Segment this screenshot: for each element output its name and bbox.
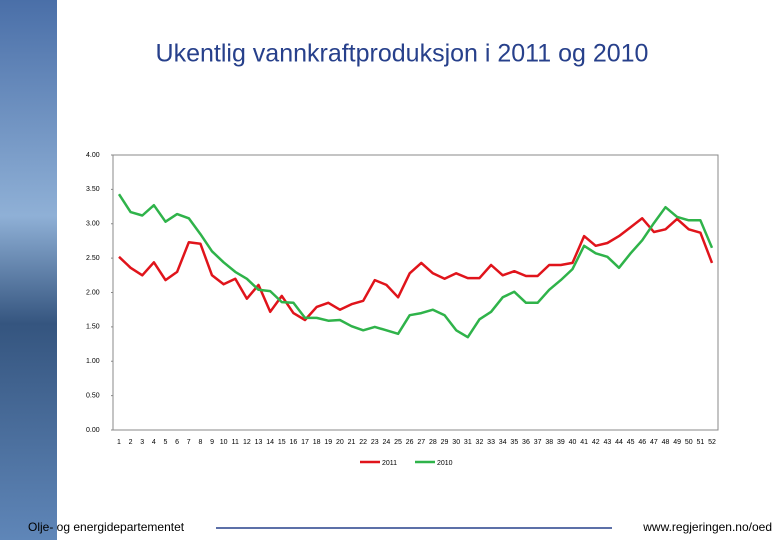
y-tick-label: 0.50	[86, 392, 100, 399]
x-tick-label: 20	[336, 439, 344, 446]
x-tick-label: 28	[429, 439, 437, 446]
x-tick-label: 17	[301, 439, 309, 446]
x-tick-label: 8	[198, 439, 202, 446]
series-line	[117, 193, 714, 339]
y-tick-label: 3.50	[86, 186, 100, 193]
chart-title: Ukentlig vannkraftproduksjon i 2011 og 2…	[156, 40, 649, 68]
y-tick-label: 4.00	[86, 152, 100, 159]
x-tick-label: 16	[290, 439, 298, 446]
x-tick-label: 51	[696, 439, 704, 446]
x-tick-label: 33	[487, 439, 495, 446]
x-tick-label: 39	[557, 439, 565, 446]
y-tick-label: 2.50	[86, 255, 100, 262]
x-tick-label: 25	[394, 439, 402, 446]
x-tick-label: 23	[371, 439, 379, 446]
x-tick-label: 40	[569, 439, 577, 446]
x-tick-label: 38	[545, 439, 553, 446]
series-line	[118, 217, 714, 322]
x-tick-label: 6	[175, 439, 179, 446]
x-tick-label: 52	[708, 439, 716, 446]
x-tick-label: 18	[313, 439, 321, 446]
legend-label: 2011	[382, 460, 397, 467]
x-tick-label: 10	[220, 439, 228, 446]
x-tick-label: 36	[522, 439, 530, 446]
x-tick-label: 42	[592, 439, 600, 446]
x-tick-label: 1	[117, 439, 121, 446]
x-tick-label: 30	[452, 439, 460, 446]
x-tick-label: 34	[499, 439, 507, 446]
x-tick-label: 24	[383, 439, 391, 446]
x-tick-label: 47	[650, 439, 658, 446]
footer-left: Olje- og energidepartementet	[28, 520, 185, 534]
x-tick-label: 11	[232, 439, 239, 446]
x-tick-label: 44	[615, 439, 623, 446]
x-tick-label: 2	[129, 439, 133, 446]
x-tick-label: 12	[243, 439, 251, 446]
x-tick-label: 31	[464, 439, 472, 446]
y-tick-label: 2.00	[86, 289, 100, 296]
x-tick-label: 14	[266, 439, 274, 446]
y-tick-label: 3.00	[86, 221, 100, 228]
x-tick-label: 32	[476, 439, 484, 446]
x-tick-label: 43	[603, 439, 611, 446]
x-tick-label: 45	[627, 439, 635, 446]
side-image	[0, 0, 57, 540]
x-tick-label: 21	[348, 439, 356, 446]
footer-right: www.regjeringen.no/oed	[642, 520, 772, 534]
x-tick-label: 15	[278, 439, 286, 446]
x-tick-label: 50	[685, 439, 693, 446]
x-tick-label: 9	[210, 439, 214, 446]
x-tick-label: 3	[140, 439, 144, 446]
plot-frame	[112, 154, 719, 431]
y-tick-label: 0.00	[86, 427, 100, 434]
x-tick-label: 37	[534, 439, 542, 446]
x-tick-label: 35	[510, 439, 518, 446]
legend-label: 2010	[437, 460, 453, 467]
x-tick-label: 22	[359, 439, 367, 446]
x-tick-label: 49	[673, 439, 681, 446]
x-tick-label: 19	[324, 439, 332, 446]
x-tick-label: 46	[638, 439, 646, 446]
x-tick-label: 5	[164, 439, 168, 446]
y-tick-label: 1.00	[86, 358, 100, 365]
y-tick-label: 1.50	[86, 324, 100, 331]
x-tick-label: 26	[406, 439, 414, 446]
x-tick-label: 48	[662, 439, 670, 446]
x-tick-label: 7	[187, 439, 191, 446]
x-tick-label: 4	[152, 439, 156, 446]
x-tick-label: 27	[417, 439, 425, 446]
x-tick-label: 29	[441, 439, 449, 446]
x-tick-label: 41	[580, 439, 588, 446]
x-tick-label: 13	[255, 439, 263, 446]
